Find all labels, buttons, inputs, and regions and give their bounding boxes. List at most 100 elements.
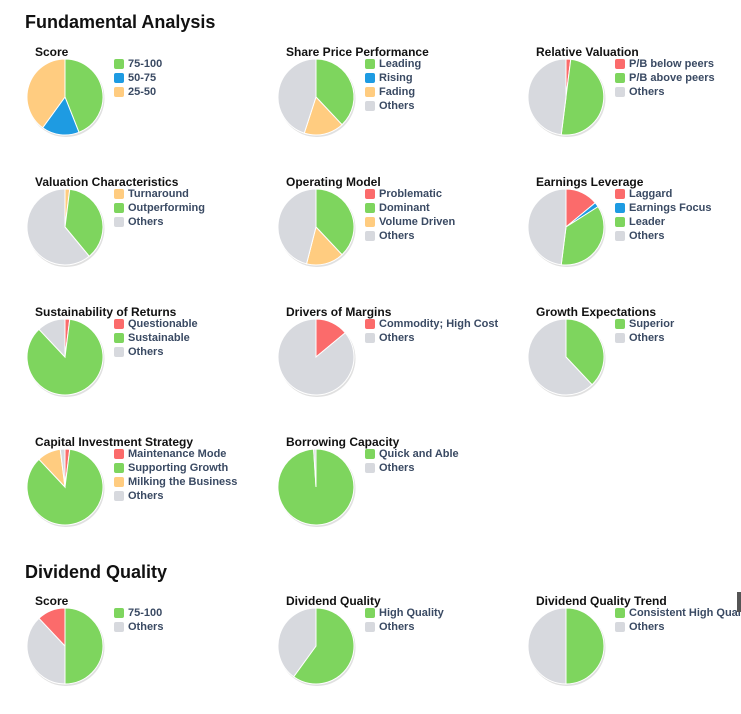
pie-slice-others[interactable] [277,188,317,265]
scrollbar-thumb[interactable] [737,592,741,612]
chart-title: Dividend Quality [286,594,381,608]
chart-card: Growth Expectations Superior Others [526,305,741,425]
legend-swatch [114,622,124,632]
legend-item[interactable]: Outperforming [114,201,205,215]
legend-item[interactable]: Earnings Focus [615,201,712,215]
legend-swatch [365,608,375,618]
chart-card: Capital Investment Strategy Maintenance … [25,435,265,555]
legend-item[interactable]: High Quality [365,606,444,620]
legend-item[interactable]: Superior [615,317,674,331]
legend-item[interactable]: Others [114,489,237,503]
legend-item[interactable]: Commodity; High Cost [365,317,498,331]
pie-chart [26,607,105,686]
legend-item[interactable]: Questionable [114,317,198,331]
legend-label: Commodity; High Cost [379,318,499,330]
legend-item[interactable]: P/B above peers [615,71,715,85]
chart-card: Operating Model Problematic Dominant Volum… [276,175,516,295]
legend-item[interactable]: Others [365,331,498,345]
legend-swatch [114,217,124,227]
legend-item[interactable]: 75-100 [114,57,162,71]
pie-slice-outperforming[interactable] [64,188,104,257]
legend-swatch [365,463,375,473]
legend-label: P/B below peers [629,58,714,70]
legend-item[interactable]: Others [365,99,421,113]
pie-slice-75-100[interactable] [64,58,104,133]
pie-slice-others[interactable] [26,188,90,266]
chart-title: Score [35,594,69,608]
legend-swatch [615,59,625,69]
pie-slice-leading[interactable] [315,58,355,126]
legend-swatch [114,203,124,213]
legend-swatch [365,622,375,632]
pie-slice-others[interactable] [59,448,66,488]
pie-slice-others[interactable] [527,318,593,396]
pie-chart [277,188,356,267]
legend-item[interactable]: Turnaround [114,187,205,201]
legend-item[interactable]: Problematic [365,187,455,201]
legend-item[interactable]: Others [615,331,674,345]
legend-item[interactable]: Others [615,620,741,634]
chart-card: Dividend Quality High Quality Others [276,594,516,714]
legend-item[interactable]: Consistent High Qual [615,606,741,620]
legend-item[interactable]: Maintenance Mode [114,447,237,461]
pie-slice-25-50[interactable] [26,58,66,129]
legend-label: Others [128,490,164,502]
legend-item[interactable]: Leading [365,57,421,71]
legend-item[interactable]: Dominant [365,201,455,215]
pie-slice-superior[interactable] [565,318,605,386]
chart-title: Growth Expectations [536,305,657,319]
legend-item[interactable]: Supporting Growth [114,461,237,475]
legend-item[interactable]: Others [365,229,455,243]
legend-swatch [114,189,124,199]
chart-title: Earnings Leverage [536,175,644,189]
legend-item[interactable]: Volume Driven [365,215,455,229]
legend-label: P/B above peers [629,72,715,84]
pie-slice-others[interactable] [527,58,567,136]
legend-item[interactable]: Others [114,215,205,229]
legend-item[interactable]: Others [615,85,715,99]
legend: Turnaround Outperforming Others [114,187,205,229]
legend-item[interactable]: Others [615,229,712,243]
legend-label: Others [379,332,415,344]
legend: Questionable Sustainable Others [114,317,198,359]
legend-swatch [114,347,124,357]
pie-chart [26,188,105,267]
legend-item[interactable]: Fading [365,85,421,99]
legend-swatch [114,477,124,487]
legend-item[interactable]: Quick and Able [365,447,459,461]
pie-slice-others[interactable] [38,318,66,359]
legend-item[interactable]: P/B below peers [615,57,715,71]
legend-item[interactable]: Others [114,620,163,634]
chart-title: Score [35,45,69,59]
legend-item[interactable]: Sustainable [114,331,198,345]
legend: Quick and Able Others [365,447,459,475]
pie-slice-75-100[interactable] [64,607,104,685]
pie-slice-others[interactable] [527,188,567,266]
pie-slice-leader[interactable] [560,205,605,266]
pie-slice-p-b-above-peers[interactable] [560,58,605,136]
legend-item[interactable]: Milking the Business [114,475,237,489]
pie-slice-others[interactable] [527,607,567,685]
legend-item[interactable]: Others [365,620,444,634]
legend-item[interactable]: 50-75 [114,71,162,85]
legend-item[interactable]: Rising [365,71,421,85]
legend-item[interactable]: 25-50 [114,85,162,99]
legend-label: Supporting Growth [128,462,229,474]
legend-item[interactable]: Others [365,461,459,475]
chart-title: Operating Model [286,175,381,189]
chart-title: Valuation Characteristics [35,175,179,189]
legend-item[interactable]: Leader [615,215,712,229]
pie-slice-others[interactable] [277,318,355,396]
pie-slice-dominant[interactable] [315,188,355,256]
legend-item[interactable]: Others [114,345,198,359]
legend-label: Others [128,621,164,633]
legend-item[interactable]: 75-100 [114,606,163,620]
pie-slice-others[interactable] [313,448,317,488]
pie-chart [527,58,606,137]
pie-slice-others[interactable] [277,58,317,134]
legend-label: Superior [629,318,675,330]
pie-slice-consistent-high-qual[interactable] [565,607,605,685]
legend-swatch [365,73,375,83]
legend-item[interactable]: Laggard [615,187,712,201]
legend-swatch [114,319,124,329]
